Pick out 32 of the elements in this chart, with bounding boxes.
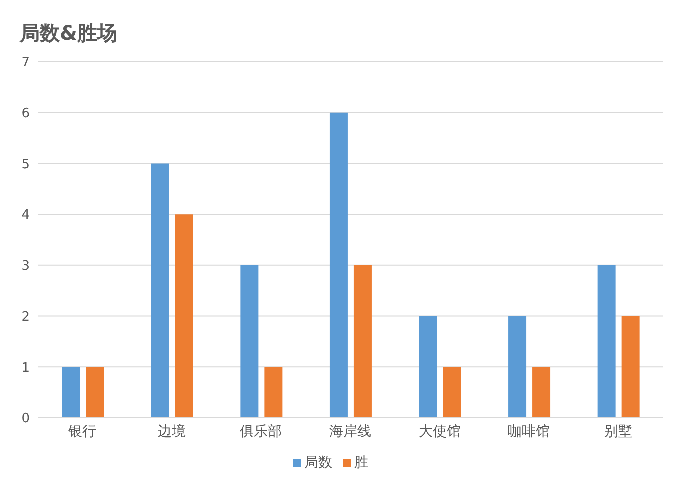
x-tick-label: 俱乐部 (240, 424, 282, 440)
bar (354, 265, 372, 418)
x-tick-label: 海岸线 (330, 424, 372, 440)
y-tick-label: 4 (22, 208, 30, 224)
bar (240, 265, 259, 418)
x-tick-label: 别墅 (604, 424, 632, 440)
y-tick-label: 7 (22, 56, 30, 71)
legend-label: 局数 (304, 455, 332, 471)
bar (508, 316, 527, 418)
bar (532, 367, 551, 418)
x-tick-label: 大使馆 (418, 424, 461, 440)
bar (598, 265, 616, 418)
bar (622, 316, 640, 418)
bar (151, 164, 170, 418)
bar (443, 367, 462, 418)
chart-title: 局数&胜场 (20, 20, 118, 47)
y-tick-label: 6 (22, 106, 30, 122)
x-tick-label: 咖啡馆 (508, 424, 550, 440)
bar (419, 316, 438, 418)
legend-label: 胜 (354, 455, 368, 471)
bar (175, 214, 194, 418)
x-tick-label: 边境 (158, 424, 186, 440)
y-tick-label: 1 (22, 360, 30, 376)
y-tick-label: 2 (22, 310, 30, 325)
bar (62, 367, 80, 418)
y-tick-label: 0 (22, 412, 30, 427)
y-tick-label: 5 (22, 157, 30, 172)
y-tick-label: 3 (22, 259, 30, 274)
bar (264, 367, 283, 418)
bar (86, 367, 104, 418)
bar (330, 112, 348, 418)
x-tick-label: 银行 (68, 424, 97, 440)
